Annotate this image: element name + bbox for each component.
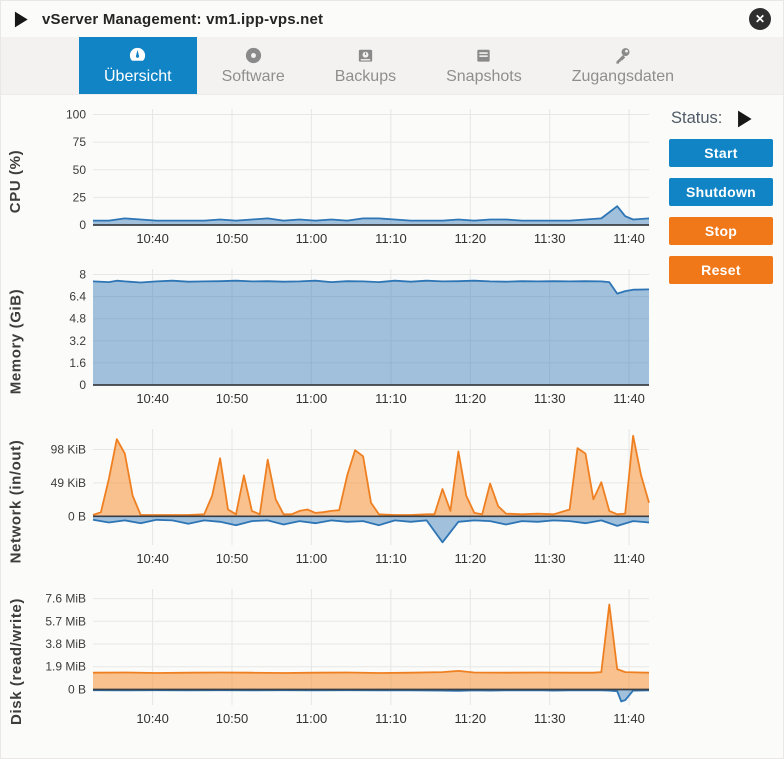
memory-axis-label: Memory (GiB) [7, 288, 25, 394]
svg-text:11:20: 11:20 [455, 551, 487, 566]
svg-text:11:40: 11:40 [613, 711, 645, 726]
svg-text:11:10: 11:10 [375, 711, 407, 726]
cpu-chart-row: CPU (%) 0 25 50 75 100 10:40 10:50 11:00 11:10 11… [1, 101, 661, 261]
svg-text:11:10: 11:10 [375, 231, 407, 246]
disc-icon [245, 47, 261, 63]
tab-label: Software [221, 67, 285, 85]
tab-snapshots[interactable]: Snapshots [421, 37, 547, 94]
svg-text:5.7 MiB: 5.7 MiB [45, 614, 86, 628]
svg-text:10:40: 10:40 [136, 391, 169, 406]
svg-text:11:00: 11:00 [296, 231, 328, 246]
svg-text:1.9 MiB: 1.9 MiB [45, 660, 86, 674]
tab-software[interactable]: Software [197, 37, 310, 94]
start-button[interactable]: Start [669, 139, 773, 167]
play-icon [14, 11, 28, 27]
titlebar: vServer Management: vm1.ipp-vps.net ✕ [1, 1, 783, 37]
window-title: vServer Management: vm1.ipp-vps.net [42, 10, 324, 28]
status-label: Status: [671, 109, 723, 127]
memory-chart: 0 1.6 3.2 4.8 6.4 8 10:40 10:50 11:00 11:10 11:20 1… [69, 268, 650, 406]
tab-uebersicht[interactable]: Übersicht [79, 37, 197, 94]
snapshot-drive-icon [477, 49, 491, 62]
svg-text:8: 8 [79, 268, 86, 282]
svg-text:11:40: 11:40 [613, 231, 645, 246]
svg-text:11:40: 11:40 [613, 391, 645, 406]
svg-text:10:50: 10:50 [216, 551, 249, 566]
tab-label: Übersicht [104, 67, 172, 85]
svg-text:25: 25 [73, 190, 87, 204]
svg-text:11:20: 11:20 [455, 711, 487, 726]
charts-column: CPU (%) 0 25 50 75 100 10:40 10:50 11:00 11:10 11… [1, 101, 661, 741]
tab-label: Zugangsdaten [571, 67, 675, 85]
memory-chart-row: Memory (GiB) 0 1.6 3.2 4.8 6.4 8 10:40 10:50 11:… [1, 261, 661, 421]
svg-text:11:30: 11:30 [534, 231, 566, 246]
svg-text:10:40: 10:40 [136, 551, 169, 566]
svg-text:11:00: 11:00 [296, 711, 328, 726]
svg-text:0 B: 0 B [68, 509, 86, 523]
svg-text:11:30: 11:30 [534, 551, 566, 566]
network-chart: 0 B 49 KiB 98 KiB 10:40 10:50 11:00 11:10 11:20… [51, 429, 650, 566]
gauge-icon [129, 47, 147, 65]
svg-text:6.4: 6.4 [69, 290, 86, 304]
disk-chart-row: Disk (read/write) 0 B 1.9 MiB 3.8 MiB 5.7 M… [1, 581, 661, 741]
svg-text:10:50: 10:50 [216, 391, 249, 406]
backup-drive-icon [358, 49, 373, 62]
svg-text:75: 75 [73, 135, 87, 149]
key-icon [616, 47, 630, 64]
status-panel: Status: Start Shutdown Stop Reset [661, 101, 783, 741]
tab-zugangsdaten[interactable]: Zugangsdaten [547, 37, 699, 94]
tab-bar: Übersicht Software Backups Snapshots [1, 37, 783, 95]
svg-text:50: 50 [73, 163, 87, 177]
svg-text:4.8: 4.8 [69, 312, 86, 326]
tab-label: Backups [334, 67, 397, 85]
cpu-axis-label: CPU (%) [7, 149, 25, 213]
network-chart-row: Network (in/out) 0 B 49 KiB 98 KiB 10:40 10:… [1, 421, 661, 581]
reset-button[interactable]: Reset [669, 256, 773, 284]
svg-text:10:50: 10:50 [216, 711, 249, 726]
content: CPU (%) 0 25 50 75 100 10:40 10:50 11:00 11:10 11… [1, 95, 783, 741]
cpu-chart: 0 25 50 75 100 10:40 10:50 11:00 11:10 11:20 11:30… [66, 108, 650, 246]
svg-text:11:40: 11:40 [613, 551, 645, 566]
tab-backups[interactable]: Backups [310, 37, 421, 94]
svg-text:10:40: 10:40 [136, 711, 169, 726]
svg-text:11:20: 11:20 [455, 391, 487, 406]
svg-text:10:40: 10:40 [136, 231, 169, 246]
disk-chart: 0 B 1.9 MiB 3.8 MiB 5.7 MiB 7.6 MiB 10:40 10:5… [45, 589, 650, 726]
svg-text:100: 100 [66, 108, 86, 122]
svg-text:3.2: 3.2 [69, 334, 86, 348]
svg-text:1.6: 1.6 [69, 356, 86, 370]
shutdown-button[interactable]: Shutdown [669, 178, 773, 206]
network-axis-label: Network (in/out) [7, 439, 25, 563]
close-icon[interactable]: ✕ [749, 8, 771, 30]
tab-label: Snapshots [446, 67, 522, 85]
svg-text:11:20: 11:20 [455, 231, 487, 246]
svg-text:49 KiB: 49 KiB [51, 476, 86, 490]
disk-axis-label: Disk (read/write) [7, 597, 25, 725]
svg-text:3.8 MiB: 3.8 MiB [45, 637, 86, 651]
svg-text:7.6 MiB: 7.6 MiB [45, 592, 86, 606]
svg-text:0: 0 [79, 218, 86, 232]
svg-text:11:10: 11:10 [375, 391, 407, 406]
svg-text:10:50: 10:50 [216, 231, 249, 246]
stop-button[interactable]: Stop [669, 217, 773, 245]
svg-text:11:10: 11:10 [375, 551, 407, 566]
svg-text:98 KiB: 98 KiB [51, 443, 86, 457]
svg-text:11:30: 11:30 [534, 391, 566, 406]
svg-text:11:30: 11:30 [534, 711, 566, 726]
svg-text:11:00: 11:00 [296, 551, 328, 566]
running-play-icon [738, 110, 752, 127]
svg-text:0 B: 0 B [68, 683, 86, 697]
svg-text:0: 0 [79, 378, 86, 392]
svg-text:11:00: 11:00 [296, 391, 328, 406]
